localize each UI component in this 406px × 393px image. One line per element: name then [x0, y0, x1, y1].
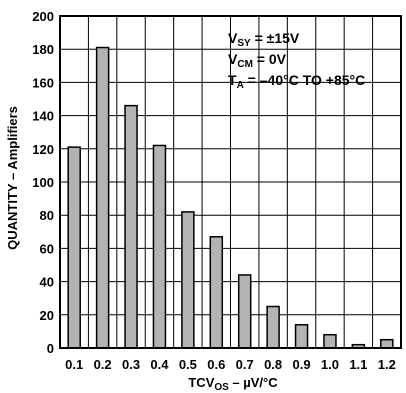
x-tick-label: 0.7 — [236, 357, 254, 372]
x-tick-label: 0.6 — [207, 357, 225, 372]
y-tick-label: 180 — [32, 42, 54, 57]
x-tick-labels: 0.1 0.2 0.3 0.4 0.5 0.6 0.7 0.8 0.9 1.0 1.1 1.2 — [65, 357, 396, 372]
y-tick-label: 160 — [32, 75, 54, 90]
annotation-vsy-sub: SY — [237, 38, 251, 49]
y-tick-label: 100 — [32, 175, 54, 190]
y-tick-label: 120 — [32, 142, 54, 157]
x-axis-label-sub: OS — [214, 382, 229, 393]
annotation-vcm-tail: = 0V — [253, 51, 287, 67]
annotation-ta-main: T — [228, 72, 237, 88]
y-axis-label: QUANTITY – Amplifiers — [5, 106, 20, 250]
x-axis-label-main: TCV — [188, 375, 214, 390]
annotation-vsy-tail: = ±15V — [251, 30, 300, 46]
bar-0.2 — [95, 46, 110, 349]
bar-0.5 — [181, 211, 195, 349]
x-tick-label: 0.1 — [65, 357, 83, 372]
y-tick-labels: 0 20 40 60 80 100 120 140 160 180 200 — [32, 9, 54, 356]
x-tick-label: 1.2 — [378, 357, 396, 372]
x-tick-label: 0.5 — [179, 357, 197, 372]
annotation-vsy-main: V — [228, 30, 238, 46]
bar-0.4 — [152, 144, 167, 349]
plot-frame — [59, 15, 402, 349]
annotation-ta-tail: = –40°C TO +85°C — [244, 72, 365, 88]
bar-1.0 — [323, 333, 337, 349]
annotation-line-vcm: VCM = 0V — [228, 51, 287, 70]
x-tick-label: 1.0 — [321, 357, 339, 372]
bar-0.6 — [209, 236, 224, 349]
x-tick-label: 0.8 — [264, 357, 282, 372]
bar-0.1 — [67, 146, 81, 349]
bar-0.7 — [237, 274, 252, 349]
bar-1.2 — [380, 338, 394, 349]
x-tick-label: 0.3 — [122, 357, 140, 372]
x-tick-label: 0.9 — [293, 357, 311, 372]
annotation-vcm-main: V — [228, 51, 238, 67]
x-tick-label: 0.4 — [150, 357, 169, 372]
bar-0.8 — [266, 305, 280, 349]
annotation-line-vsy: VSY = ±15V — [228, 30, 300, 49]
bar-0.9 — [294, 324, 309, 349]
conditions-annotation: VSY = ±15V VCM = 0V TA = –40°C TO +85°C — [228, 30, 365, 91]
y-tick-label: 40 — [40, 275, 54, 290]
x-axis-label: TCVOS – µV/°C — [188, 375, 278, 393]
x-tick-label: 0.2 — [94, 357, 112, 372]
y-tick-label: 0 — [47, 341, 54, 356]
y-tick-label: 80 — [40, 208, 54, 223]
y-tick-label: 60 — [40, 241, 54, 256]
x-tick-label: 1.1 — [349, 357, 367, 372]
y-tick-label: 140 — [32, 109, 54, 124]
y-tick-label: 20 — [40, 308, 54, 323]
annotation-line-ta: TA = –40°C TO +85°C — [228, 72, 365, 91]
annotation-ta-sub: A — [237, 80, 244, 91]
bar-0.3 — [124, 104, 138, 349]
y-tick-label: 200 — [32, 9, 54, 24]
x-axis-label-tail: – µV/°C — [229, 375, 278, 390]
annotation-vcm-sub: CM — [237, 59, 253, 70]
bars — [67, 46, 394, 349]
